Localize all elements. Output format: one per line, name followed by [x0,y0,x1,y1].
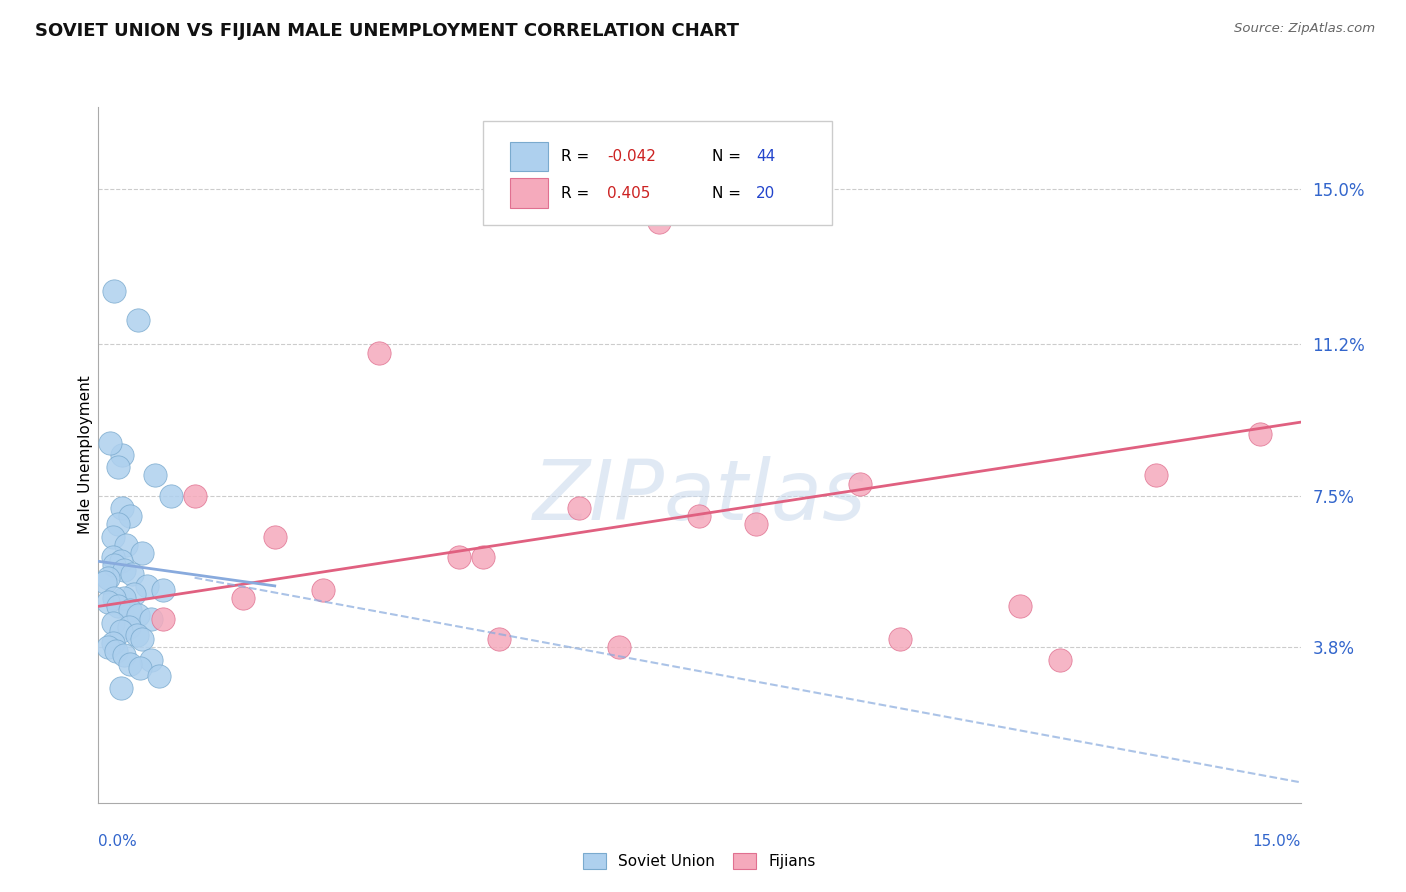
Text: ZIPatlas: ZIPatlas [533,456,866,537]
Text: R =: R = [561,186,595,201]
Point [1049,652,1071,666]
Point [152,612,174,626]
Point [152,582,174,597]
Text: N =: N = [711,149,745,164]
Point [105,644,128,658]
Point [107,599,129,614]
FancyBboxPatch shape [509,178,548,208]
Point [101,636,124,650]
Point [744,517,766,532]
Point [128,313,150,327]
Point [120,509,142,524]
Point [112,562,135,576]
Point [1250,427,1272,442]
Point [97,595,120,609]
Text: -0.042: -0.042 [607,149,655,164]
Point [101,615,124,630]
Text: 44: 44 [756,149,775,164]
Point [120,603,142,617]
Point [159,489,181,503]
Point [110,681,132,696]
Point [107,460,129,475]
Point [609,640,631,655]
Point [120,657,142,671]
Point [125,628,148,642]
Point [472,550,495,565]
Point [368,345,391,359]
Text: 20: 20 [756,186,775,201]
Point [115,538,138,552]
Point [263,530,285,544]
Point [139,612,162,626]
Point [94,574,117,589]
Point [148,669,170,683]
Point [97,640,120,655]
Point [312,582,335,597]
Text: 0.405: 0.405 [607,186,651,201]
Point [101,550,124,565]
Text: Source: ZipAtlas.com: Source: ZipAtlas.com [1234,22,1375,36]
Text: R =: R = [561,149,595,164]
Text: SOVIET UNION VS FIJIAN MALE UNEMPLOYMENT CORRELATION CHART: SOVIET UNION VS FIJIAN MALE UNEMPLOYMENT… [35,22,740,40]
Point [131,632,153,646]
Point [124,587,146,601]
Point [97,571,120,585]
FancyBboxPatch shape [509,142,548,171]
Point [889,632,911,646]
Point [135,579,157,593]
Point [121,566,143,581]
Point [128,607,150,622]
Point [101,530,124,544]
FancyBboxPatch shape [484,121,832,226]
Point [103,558,125,573]
Y-axis label: Male Unemployment: Male Unemployment [77,376,93,534]
Legend: Soviet Union, Fijians: Soviet Union, Fijians [576,847,823,875]
Point [568,501,591,516]
Point [129,661,152,675]
Point [103,591,125,606]
Point [447,550,470,565]
Point [107,517,129,532]
Point [118,620,141,634]
Point [232,591,254,606]
Point [111,501,134,516]
Point [111,448,134,462]
Point [110,554,132,568]
Text: 15.0%: 15.0% [1253,834,1301,849]
Point [139,652,162,666]
Point [100,435,122,450]
Point [183,489,205,503]
Point [849,476,872,491]
Point [131,546,153,560]
Point [488,632,510,646]
Point [1010,599,1032,614]
Point [1144,468,1167,483]
Point [112,648,135,663]
Point [112,591,135,606]
Point [689,509,711,524]
Point [103,284,125,298]
Point [110,624,132,638]
Point [648,214,671,228]
Text: N =: N = [711,186,745,201]
Point [143,468,166,483]
Text: 0.0%: 0.0% [98,834,138,849]
